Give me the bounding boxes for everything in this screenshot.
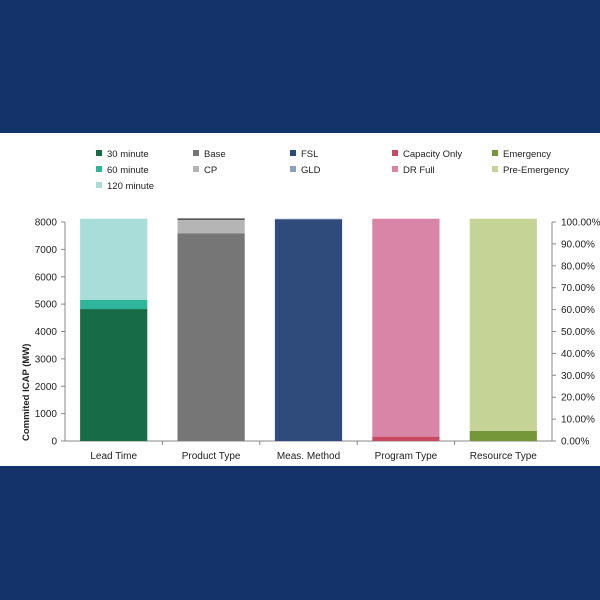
legend-label: GLD bbox=[301, 165, 321, 176]
bar-segment-30-minute bbox=[80, 309, 148, 441]
y-tick-label: 6000 bbox=[35, 272, 58, 283]
y-tick-label: 5000 bbox=[35, 300, 58, 311]
legend-swatch bbox=[193, 166, 199, 172]
legend-swatch bbox=[96, 150, 102, 156]
y-tick-label: 8000 bbox=[35, 218, 58, 229]
y2-tick-label: 0.00% bbox=[561, 437, 589, 448]
legend-label: DR Full bbox=[403, 165, 435, 176]
chart-legend: 30 minute 60 minute 120 minute Base CP F… bbox=[96, 149, 576, 199]
bar-segment-base bbox=[177, 233, 245, 441]
y2-tick-label: 90.00% bbox=[561, 239, 595, 250]
bar-segment-other bbox=[177, 218, 245, 220]
legend-item-cp: CP bbox=[193, 165, 217, 177]
y-tick-label: 0 bbox=[51, 437, 57, 448]
x-tick-label: Program Type bbox=[375, 451, 438, 462]
y2-tick-label: 30.00% bbox=[561, 371, 595, 382]
labels-layer: 0 1000 2000 3000 4000 5000 6000 7000 8000 0.00% 10… bbox=[35, 218, 600, 463]
chart-panel: 30 minute 60 minute 120 minute Base CP F… bbox=[0, 133, 600, 466]
bar-segment-cp bbox=[177, 219, 245, 234]
y-tick-label: 7000 bbox=[35, 245, 58, 256]
legend-swatch bbox=[392, 150, 398, 156]
legend-item-gld: GLD bbox=[290, 165, 321, 177]
legend-label: 60 minute bbox=[107, 165, 149, 176]
legend-label: 30 minute bbox=[107, 149, 149, 160]
bar-segment-capacity-only bbox=[372, 436, 440, 441]
legend-label: Capacity Only bbox=[403, 149, 463, 160]
legend-swatch bbox=[392, 166, 398, 172]
legend-item-fsl: FSL bbox=[290, 149, 318, 161]
bars-layer bbox=[80, 218, 537, 441]
bar-segment-60-minute bbox=[80, 299, 148, 310]
legend-label: FSL bbox=[301, 149, 319, 160]
legend-swatch bbox=[492, 166, 498, 172]
legend-swatch bbox=[96, 166, 102, 172]
y2-tick-label: 60.00% bbox=[561, 305, 595, 316]
x-tick-label: Product Type bbox=[182, 451, 241, 462]
legend-swatch bbox=[492, 150, 498, 156]
legend-item-pre-emergency: Pre-Emergency bbox=[492, 165, 569, 177]
bar-segment-emergency bbox=[469, 430, 537, 441]
bar-segment-120-minute bbox=[80, 218, 148, 300]
legend-label: CP bbox=[204, 165, 218, 176]
bar-segment-fsl bbox=[274, 219, 343, 441]
legend-item-emergency: Emergency bbox=[492, 149, 551, 161]
y-tick-label: 4000 bbox=[35, 327, 58, 338]
y-tick-label: 1000 bbox=[35, 409, 58, 420]
y2-tick-label: 100.00% bbox=[561, 218, 600, 229]
y-tick-label: 2000 bbox=[35, 382, 58, 393]
legend-swatch bbox=[96, 182, 102, 188]
legend-item-60-minute: 60 minute bbox=[96, 165, 149, 177]
y2-tick-label: 10.00% bbox=[561, 415, 595, 426]
legend-label: Pre-Emergency bbox=[503, 165, 569, 176]
legend-label: Base bbox=[204, 149, 226, 160]
y-axis-title: Commited ICAP (MW) bbox=[21, 344, 32, 441]
y2-tick-label: 40.00% bbox=[561, 349, 595, 360]
x-tick-label: Meas. Method bbox=[277, 451, 340, 462]
y2-tick-label: 20.00% bbox=[561, 393, 595, 404]
bar-segment-gld bbox=[274, 218, 343, 220]
x-tick-label: Resource Type bbox=[470, 451, 538, 462]
legend-item-base: Base bbox=[193, 149, 226, 161]
y2-tick-label: 80.00% bbox=[561, 261, 595, 272]
bar-segment-pre-emergency bbox=[469, 218, 537, 431]
legend-item-120-minute: 120 minute bbox=[96, 181, 154, 193]
bar-segment-dr-full bbox=[372, 218, 440, 437]
legend-swatch bbox=[290, 166, 296, 172]
legend-item-capacity-only: Capacity Only bbox=[392, 149, 462, 161]
y-tick-label: 3000 bbox=[35, 354, 58, 365]
legend-label: 120 minute bbox=[107, 181, 155, 192]
legend-label: Emergency bbox=[503, 149, 552, 160]
legend-item-30-minute: 30 minute bbox=[96, 149, 149, 161]
x-tick-label: Lead Time bbox=[90, 451, 137, 462]
legend-swatch bbox=[290, 150, 296, 156]
legend-swatch bbox=[193, 150, 199, 156]
y2-tick-label: 50.00% bbox=[561, 327, 595, 338]
y2-tick-label: 70.00% bbox=[561, 283, 595, 294]
stacked-bar-chart: 0 1000 2000 3000 4000 5000 6000 7000 8000 0.00% 10… bbox=[21, 218, 600, 463]
legend-item-dr-full: DR Full bbox=[392, 165, 435, 177]
